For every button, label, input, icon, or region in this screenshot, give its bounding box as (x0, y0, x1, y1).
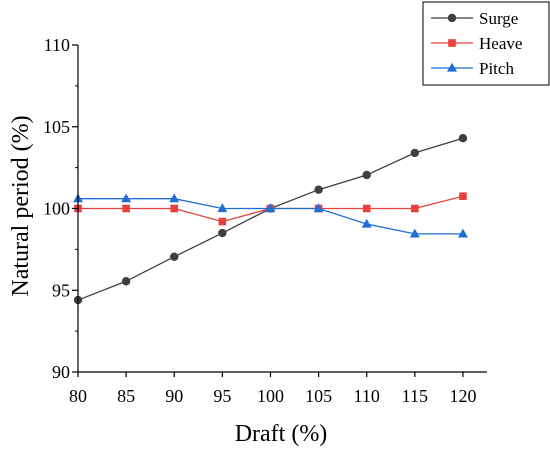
data-point (409, 228, 420, 238)
data-point (411, 204, 419, 213)
data-point (457, 228, 468, 238)
legend-item-pitch: Pitch (431, 59, 514, 78)
x-tick-label: 110 (354, 386, 380, 406)
x-tick-label: 85 (117, 386, 135, 406)
data-point (410, 148, 420, 158)
x-tick-label: 115 (402, 386, 428, 406)
data-point (361, 218, 372, 228)
x-tick-label: 95 (213, 386, 231, 406)
y-tick-label: 110 (44, 35, 70, 55)
x-tick-label: 80 (69, 386, 87, 406)
data-point (362, 204, 371, 213)
y-tick-label: 105 (43, 117, 70, 137)
data-point (169, 193, 180, 203)
series-line (77, 137, 464, 301)
y-tick-label: 95 (52, 280, 70, 300)
y-tick-label: 90 (52, 362, 70, 382)
data-point (362, 170, 371, 180)
series-surge (73, 133, 468, 305)
series-layer (73, 133, 468, 305)
x-tick-label: 105 (305, 386, 332, 406)
legend-label: Heave (479, 34, 522, 53)
legend-marker (447, 13, 457, 23)
data-point (217, 203, 228, 213)
data-point (121, 193, 132, 203)
y-axis-title: Natural period (%) (8, 115, 34, 296)
legend-marker (447, 62, 457, 72)
x-tick-label: 90 (165, 386, 183, 406)
data-point (265, 203, 276, 213)
legend-label: Surge (479, 9, 518, 28)
data-point (170, 204, 179, 213)
data-point (313, 203, 324, 213)
data-point (459, 192, 467, 201)
legend-item-surge: Surge (431, 9, 518, 28)
legend-marker (448, 39, 456, 47)
y-tick-label: 100 (43, 199, 70, 219)
axes-layer: 80 85 90 95 100 105 110 115 120 90 95 100 105 110 (43, 35, 487, 406)
x-tick-label: 120 (449, 386, 476, 406)
data-point (218, 217, 227, 226)
legend-item-heave: Heave (431, 34, 522, 53)
series-pitch (73, 193, 468, 238)
legend-label: Pitch (479, 59, 514, 78)
data-point (458, 133, 468, 143)
x-tick-label: 100 (257, 386, 284, 406)
data-point (122, 204, 130, 213)
legend: Surge Heave Pitch (422, 1, 550, 86)
data-point (121, 277, 131, 286)
x-axis-title: Draft (%) (235, 421, 328, 447)
data-point (218, 228, 227, 238)
data-point (314, 185, 323, 194)
data-point (170, 252, 179, 261)
